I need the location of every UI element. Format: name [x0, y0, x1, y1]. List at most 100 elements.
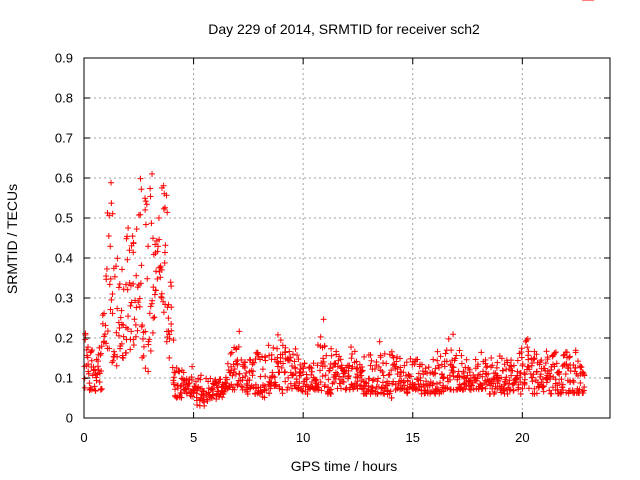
data-point — [150, 314, 157, 321]
data-point — [525, 348, 532, 355]
data-point — [107, 275, 114, 282]
data-point — [123, 350, 130, 357]
data-point — [291, 382, 298, 389]
data-point — [430, 380, 437, 387]
data-point — [308, 378, 315, 385]
data-point — [337, 356, 344, 363]
data-point — [499, 367, 506, 374]
data-point — [126, 279, 133, 286]
data-point — [348, 344, 355, 351]
data-point — [412, 381, 419, 388]
y-tick-label: 0.6 — [55, 171, 73, 186]
data-point — [282, 378, 289, 385]
data-point — [101, 331, 108, 338]
data-point — [243, 369, 250, 376]
data-point — [249, 372, 256, 379]
x-tick-label: 5 — [190, 430, 197, 445]
data-point — [295, 384, 302, 391]
data-point — [391, 361, 398, 368]
data-point — [345, 372, 352, 379]
data-point — [518, 354, 525, 361]
data-point — [176, 368, 183, 375]
data-point — [551, 363, 558, 370]
data-point — [533, 351, 540, 358]
data-point — [552, 349, 559, 356]
data-point — [319, 373, 326, 380]
data-point — [509, 381, 516, 388]
data-point — [381, 350, 388, 357]
data-point — [519, 362, 526, 369]
data-point — [103, 340, 110, 347]
data-point — [522, 338, 529, 345]
data-point — [81, 384, 88, 391]
data-point — [437, 379, 444, 386]
data-point — [109, 210, 116, 217]
data-point — [128, 328, 135, 335]
data-point — [92, 387, 99, 394]
data-point — [572, 347, 579, 354]
data-point — [508, 372, 515, 379]
data-point — [368, 357, 375, 364]
data-point — [504, 390, 511, 397]
data-point — [317, 379, 324, 386]
data-point — [523, 337, 530, 344]
data-point — [163, 192, 170, 199]
data-point — [320, 355, 327, 362]
data-point — [278, 364, 285, 371]
data-point — [498, 374, 505, 381]
data-point — [351, 383, 358, 390]
data-point — [375, 363, 382, 370]
data-point — [358, 372, 365, 379]
data-point — [85, 344, 92, 351]
data-point — [404, 389, 411, 396]
data-point — [329, 364, 336, 371]
data-point — [246, 356, 253, 363]
data-point — [490, 380, 497, 387]
data-point — [105, 233, 112, 240]
data-point — [382, 382, 389, 389]
data-point — [385, 380, 392, 387]
data-point — [580, 389, 587, 396]
data-point — [116, 324, 123, 331]
data-point — [474, 363, 481, 370]
data-point — [289, 351, 296, 358]
data-point — [113, 263, 120, 270]
data-point — [263, 386, 270, 393]
data-point — [369, 377, 376, 384]
data-point — [224, 376, 231, 383]
data-point — [539, 376, 546, 383]
data-point — [397, 355, 404, 362]
data-point — [104, 209, 111, 216]
data-point — [435, 362, 442, 369]
data-point — [138, 262, 145, 269]
data-point — [93, 356, 100, 363]
data-point — [326, 387, 333, 394]
data-point — [320, 316, 327, 323]
data-point — [574, 358, 581, 365]
data-point — [401, 382, 408, 389]
data-point — [494, 380, 501, 387]
data-point — [397, 373, 404, 380]
data-point — [166, 354, 173, 361]
data-point — [459, 386, 466, 393]
data-point — [188, 376, 195, 383]
data-point — [371, 365, 378, 372]
data-point — [280, 360, 287, 367]
data-point — [458, 360, 465, 367]
data-point — [134, 327, 141, 334]
data-point — [504, 359, 511, 366]
data-point — [318, 359, 325, 366]
data-point — [155, 214, 162, 221]
data-point — [282, 349, 289, 356]
data-point — [350, 386, 357, 393]
data-point — [581, 372, 588, 379]
data-point — [553, 360, 560, 367]
data-point — [120, 333, 127, 340]
data-point — [383, 360, 390, 367]
data-point — [567, 367, 574, 374]
data-point — [488, 364, 495, 371]
data-point — [219, 394, 226, 401]
data-point — [116, 280, 123, 287]
data-point — [170, 337, 177, 344]
data-point — [385, 371, 392, 378]
